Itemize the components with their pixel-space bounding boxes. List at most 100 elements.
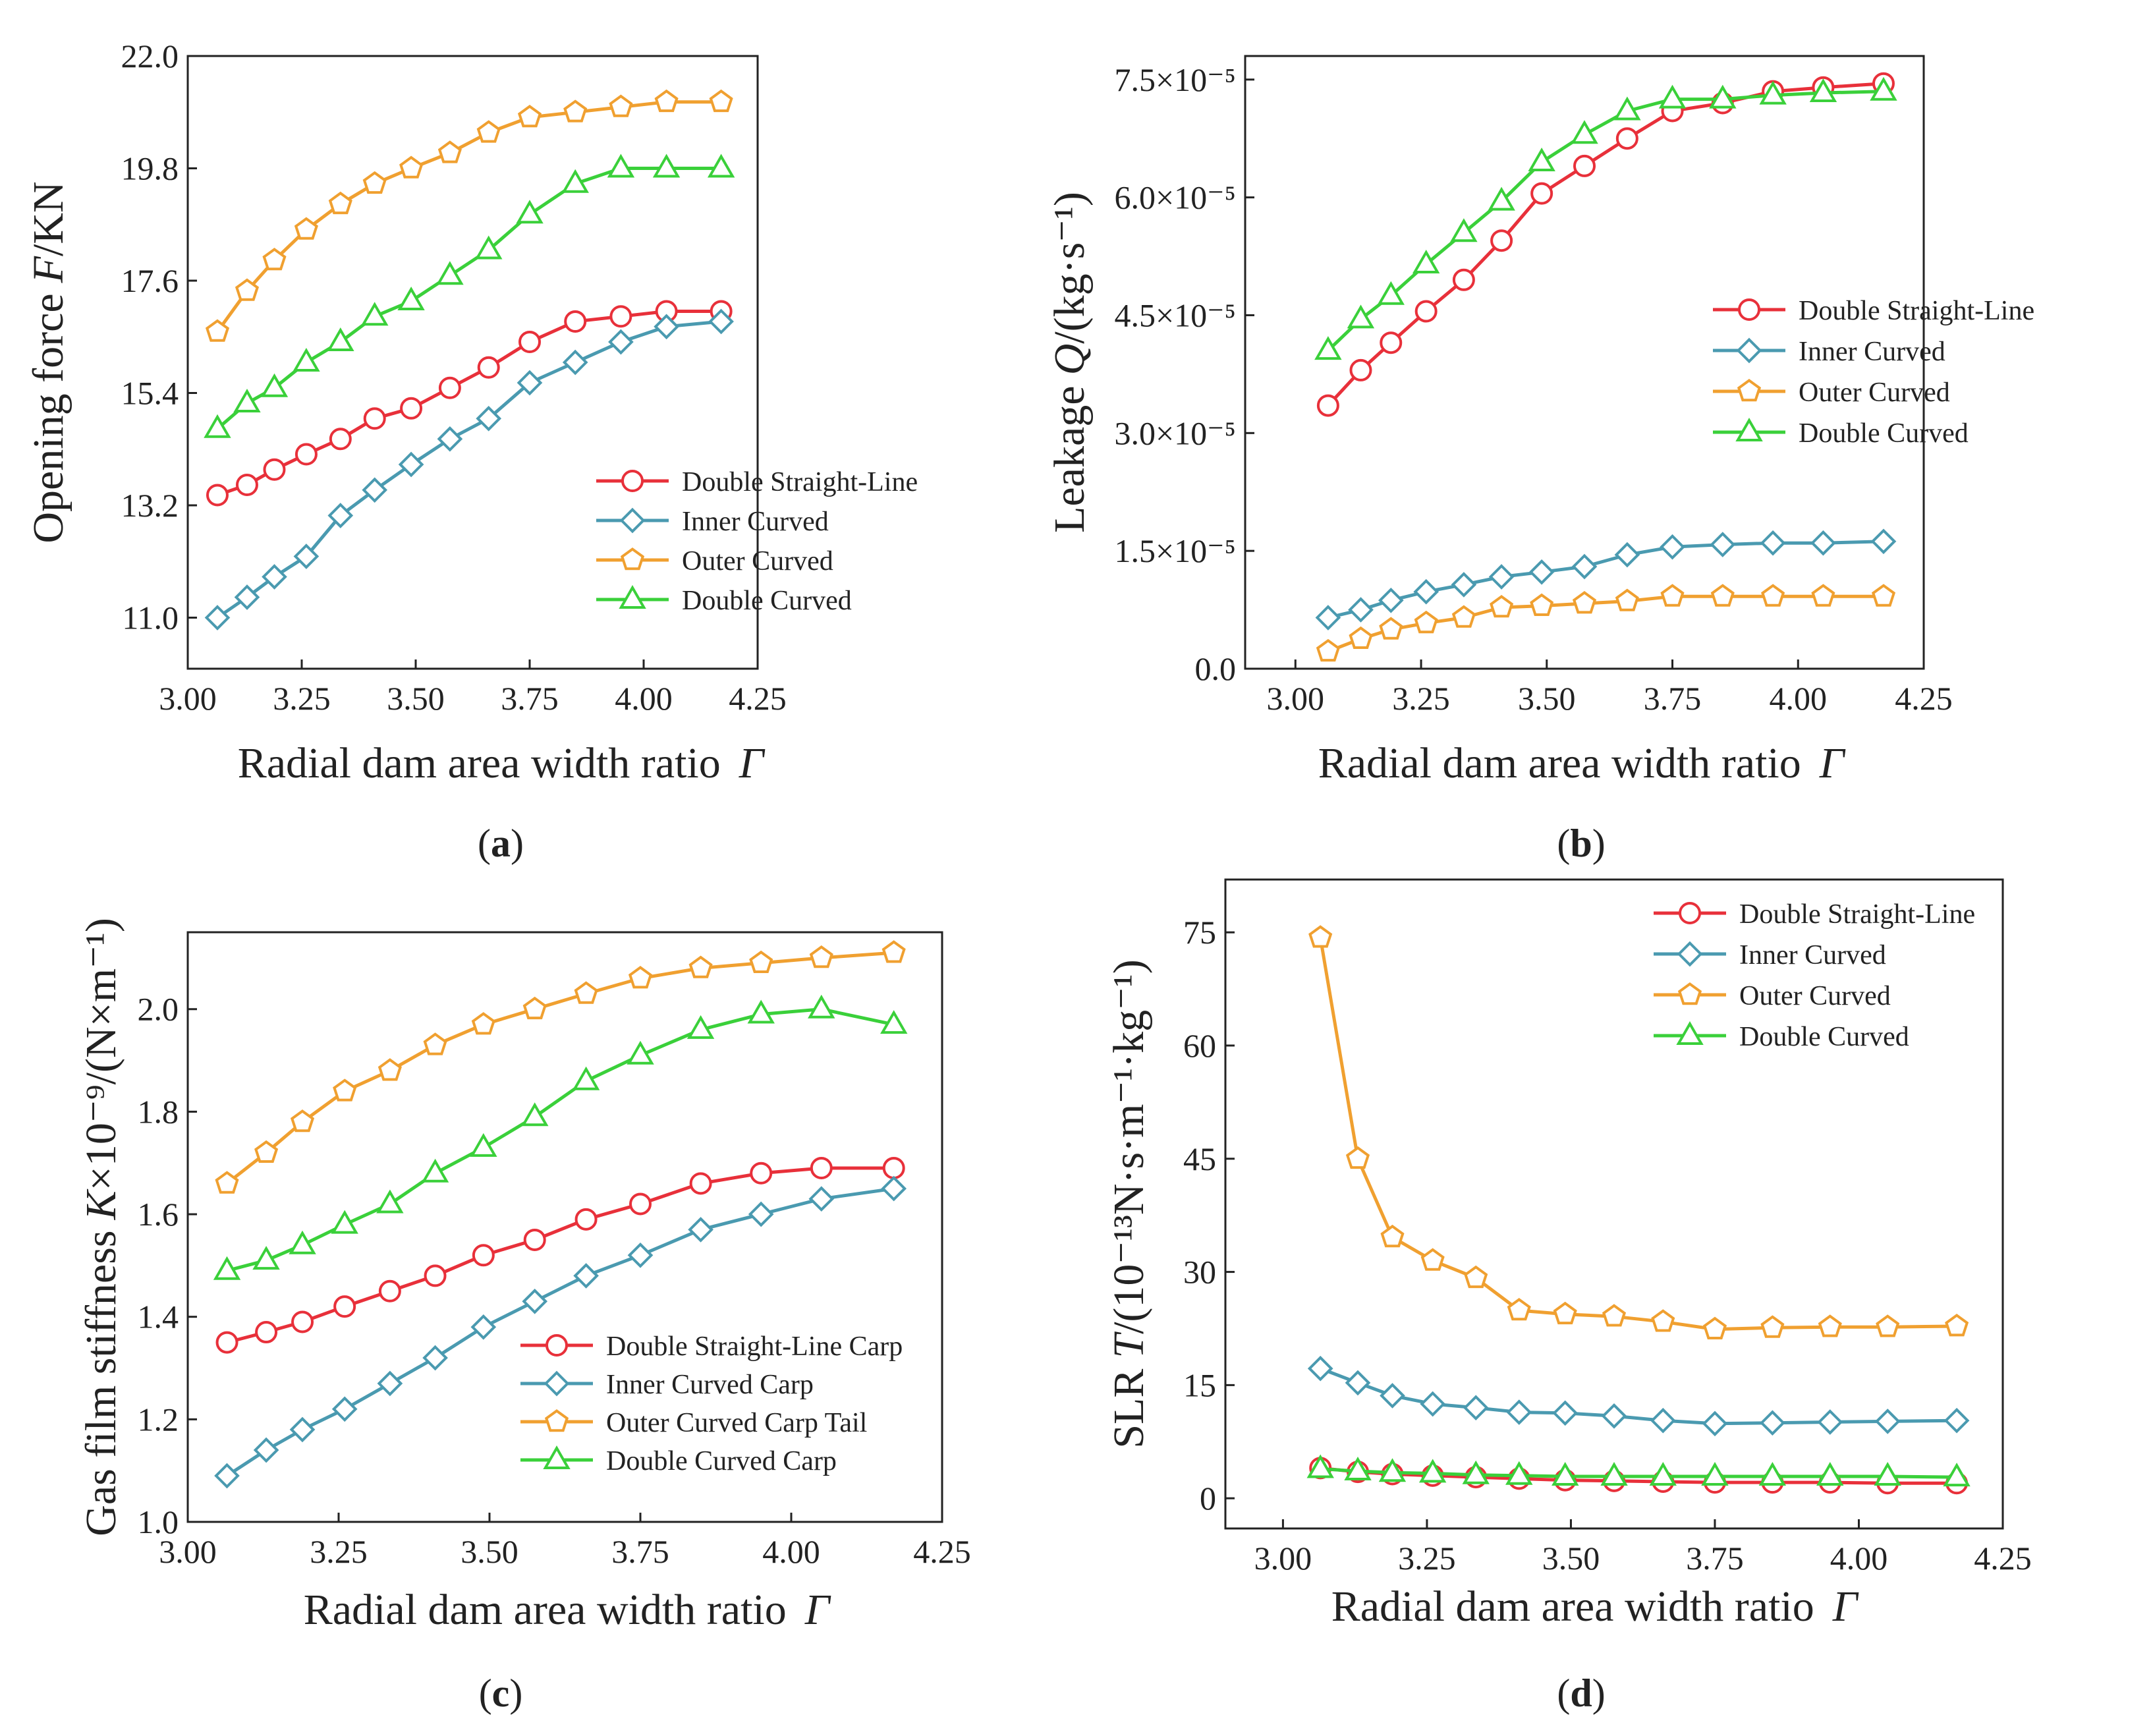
series-double-curved xyxy=(1314,76,1897,360)
data-point xyxy=(654,314,679,340)
legend-marker xyxy=(545,1334,568,1357)
data-point xyxy=(1943,1463,1971,1487)
data-point xyxy=(1380,1383,1405,1409)
data-point xyxy=(629,1192,652,1216)
data-point xyxy=(1505,1461,1533,1485)
data-point xyxy=(260,373,289,397)
x-tick-label: 3.25 xyxy=(310,1533,368,1570)
data-point xyxy=(1811,584,1835,607)
chart-panel-b: 3.00 3.25 3.50 3.75 4.00 4.25 0.0 1.5×10⁻⁵ 3.0×1… xyxy=(1046,55,2034,865)
data-point xyxy=(1315,605,1341,630)
y-axis-label: Gas film stiffness xyxy=(77,1230,125,1536)
data-point xyxy=(608,329,634,355)
data-point xyxy=(561,169,589,193)
data-point xyxy=(749,950,773,973)
panel-label-open: ( xyxy=(1557,1671,1570,1715)
data-point xyxy=(1308,925,1333,948)
x-axis-symbol: Γ xyxy=(1832,1582,1859,1631)
legend-marker xyxy=(619,507,646,534)
data-point xyxy=(1418,1459,1447,1483)
data-point xyxy=(1817,1409,1843,1435)
y-tick-label: 19.8 xyxy=(121,150,179,187)
x-tick-label: 3.75 xyxy=(501,680,559,717)
data-point xyxy=(1571,553,1598,580)
data-point xyxy=(471,1012,495,1035)
data-point xyxy=(254,1140,279,1163)
data-point xyxy=(1414,300,1438,323)
legend-marker xyxy=(619,584,646,609)
data-point xyxy=(1701,1461,1729,1486)
data-point xyxy=(1614,542,1640,568)
x-tick-label: 4.25 xyxy=(1974,1540,2032,1577)
data-point xyxy=(1378,587,1404,613)
data-point xyxy=(331,1210,358,1234)
data-point xyxy=(400,397,423,420)
data-point xyxy=(1528,147,1555,171)
x-tick-label: 4.00 xyxy=(762,1533,820,1570)
data-point xyxy=(748,1201,774,1227)
series-outer-curved xyxy=(205,89,733,342)
x-tick-label: 3.00 xyxy=(1254,1540,1312,1577)
data-point xyxy=(1451,572,1477,598)
plot-frame xyxy=(1244,55,1925,670)
data-point xyxy=(708,308,734,335)
data-point xyxy=(255,1321,278,1344)
data-point xyxy=(1571,120,1598,144)
legend-marker xyxy=(621,470,644,492)
legend-label: Double Curved Carp xyxy=(606,1446,837,1476)
data-point xyxy=(1552,1400,1579,1426)
data-point xyxy=(1530,593,1554,616)
data-point xyxy=(377,1370,403,1397)
data-point xyxy=(376,1189,404,1214)
x-axis-label: Radial dam area width ratio xyxy=(238,739,721,787)
data-point xyxy=(214,1463,240,1489)
legend: Double Straight-Line Inner Curved Outer Cu… xyxy=(1713,296,2034,449)
panel-label-letter: b xyxy=(1570,822,1592,865)
data-point xyxy=(562,349,588,376)
y-tick-label: 1.2 xyxy=(138,1401,179,1438)
data-point xyxy=(1613,96,1641,121)
data-point xyxy=(399,155,424,179)
data-point xyxy=(609,94,633,117)
data-point xyxy=(750,1162,773,1185)
data-point xyxy=(627,1242,654,1268)
data-point xyxy=(437,140,462,163)
series-double-curved xyxy=(1306,1454,1971,1487)
panel-label: (d) xyxy=(1557,1671,1605,1715)
legend: Double Straight-Line Inner Curved Outer Cu… xyxy=(1654,899,1975,1052)
data-point xyxy=(573,1263,599,1289)
data-point xyxy=(470,1314,497,1340)
data-point xyxy=(1651,1309,1675,1332)
x-tick-label: 4.25 xyxy=(729,680,787,717)
y-axis-title: Gas film stiffness K×10⁻⁹/(N×m⁻¹) xyxy=(77,918,125,1536)
y-axis-title: Leakage Q/(kg·s⁻¹) xyxy=(1046,192,1094,533)
data-point xyxy=(215,1331,238,1354)
data-point xyxy=(1552,1461,1579,1486)
legend-marker xyxy=(1737,379,1762,402)
y-tick-label: 7.5×10⁻⁵ xyxy=(1114,61,1236,98)
data-point xyxy=(437,426,463,452)
data-point xyxy=(289,1416,316,1443)
data-point xyxy=(521,1102,549,1127)
data-point xyxy=(1506,1399,1532,1425)
data-point xyxy=(289,1230,316,1254)
panel-label-letter: c xyxy=(492,1671,510,1715)
data-point xyxy=(377,1058,402,1081)
data-point xyxy=(1816,1461,1844,1486)
chart-panel-a: 3.00 3.25 3.50 3.75 4.00 4.25 11.0 13.2 15.4 17.6… xyxy=(24,38,918,865)
y-axis-symbol: T xyxy=(1105,1331,1153,1358)
y-axis-unit: /(10⁻¹³N·s·m⁻¹·kg⁻¹) xyxy=(1105,959,1153,1334)
data-point xyxy=(1870,528,1897,555)
panel-label: (a) xyxy=(478,822,524,865)
data-point xyxy=(235,474,258,496)
x-axis-symbol: Γ xyxy=(1819,739,1846,787)
chart-panel-c: 3.00 3.25 3.50 3.75 4.00 4.25 1.0 1.2 1.4 1.6 1.8 2… xyxy=(77,918,971,1715)
data-point xyxy=(652,154,681,178)
data-point xyxy=(517,105,542,128)
y-axis-symbol: K xyxy=(77,1189,125,1220)
legend-label: Double Curved xyxy=(1739,1022,1909,1052)
data-point xyxy=(1488,186,1515,211)
data-point xyxy=(470,1133,497,1157)
x-axis-title: Radial dam area width ratio Γ xyxy=(304,1586,831,1634)
data-point xyxy=(1380,1224,1405,1248)
